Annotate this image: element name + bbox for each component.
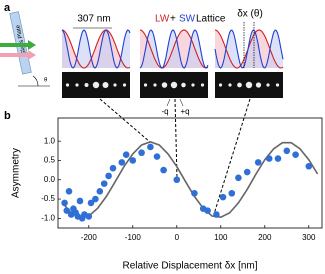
y-tick-label: -0.5 bbox=[41, 194, 55, 203]
arrow bbox=[28, 40, 36, 50]
pointer bbox=[179, 98, 184, 107]
data-point bbox=[173, 176, 181, 184]
diffraction-spot bbox=[161, 82, 168, 88]
x-tick-label: -100 bbox=[125, 233, 142, 242]
data-point bbox=[85, 213, 93, 220]
lw-wave bbox=[139, 29, 209, 69]
data-point bbox=[219, 193, 227, 201]
connector bbox=[213, 98, 251, 215]
diffraction-spot bbox=[228, 83, 232, 87]
sw-wave bbox=[61, 29, 131, 69]
diffraction-spot bbox=[122, 83, 127, 87]
data-point bbox=[109, 164, 117, 172]
angle-mark bbox=[18, 75, 50, 87]
angle-label: θ bbox=[44, 78, 48, 84]
y-tick-label: 0.5 bbox=[44, 156, 56, 165]
sw-fill bbox=[215, 30, 283, 68]
diffraction-spot bbox=[218, 83, 223, 87]
lw-wave bbox=[61, 29, 131, 69]
x-axis-label: Relative Displacement δx [nm] bbox=[122, 261, 257, 272]
diffraction-spot bbox=[153, 83, 157, 87]
lattice-sw: SW bbox=[179, 14, 196, 25]
sw-fill bbox=[140, 30, 208, 68]
data-point bbox=[138, 149, 145, 157]
data-point bbox=[122, 151, 130, 158]
data-point bbox=[118, 159, 126, 166]
data-point bbox=[76, 197, 84, 205]
data-point bbox=[204, 207, 211, 214]
data-point bbox=[191, 189, 198, 197]
pointer bbox=[166, 98, 171, 107]
lattice-lw: LW bbox=[155, 14, 170, 25]
diffraction-spot bbox=[92, 81, 100, 89]
data-point bbox=[87, 199, 95, 207]
data-point bbox=[160, 166, 167, 174]
data-point bbox=[63, 207, 71, 214]
data-point bbox=[292, 151, 299, 158]
diffraction-spot bbox=[200, 83, 205, 87]
y-tick-label: -1.0 bbox=[41, 213, 55, 222]
data-point bbox=[153, 153, 161, 160]
x-tick-label: 200 bbox=[258, 233, 272, 242]
x-tick-label: 100 bbox=[214, 233, 228, 242]
connector bbox=[174, 98, 178, 179]
diffraction-spot bbox=[255, 82, 262, 88]
data-point bbox=[147, 143, 154, 151]
data-point bbox=[283, 147, 291, 155]
arrow bbox=[28, 50, 36, 60]
data-point bbox=[100, 180, 108, 187]
diffraction-spot bbox=[245, 81, 253, 89]
data-point bbox=[96, 188, 104, 195]
diffraction-spot bbox=[266, 83, 270, 87]
x-tick-label: -200 bbox=[81, 233, 98, 242]
y-tick-label: 1.0 bbox=[44, 136, 56, 145]
diffraction-spot bbox=[75, 83, 79, 87]
data-point bbox=[65, 188, 73, 195]
connector bbox=[99, 98, 151, 143]
period-label: 307 nm bbox=[77, 14, 110, 25]
diffraction-spot bbox=[237, 82, 242, 88]
data-point bbox=[213, 211, 220, 218]
data-point bbox=[129, 157, 137, 164]
diffraction-spot bbox=[170, 81, 178, 89]
y-tick-label: 0.0 bbox=[44, 175, 56, 184]
diffraction-spot bbox=[65, 83, 70, 87]
data-point bbox=[235, 174, 242, 182]
diffraction-spot bbox=[113, 83, 117, 87]
sw-wave bbox=[139, 29, 209, 69]
lattice-panels bbox=[61, 22, 284, 98]
diffraction-spot bbox=[191, 83, 195, 87]
diffraction-spot bbox=[143, 83, 148, 87]
data-point bbox=[228, 189, 236, 197]
data-point bbox=[243, 168, 251, 176]
data-point bbox=[265, 155, 273, 162]
x-tick-label: 0 bbox=[175, 233, 180, 242]
data-point bbox=[92, 195, 99, 203]
diffraction-spot bbox=[102, 82, 109, 88]
data-point bbox=[274, 155, 282, 162]
glass-plate: Glass Plate θ bbox=[0, 11, 50, 87]
plot-frame bbox=[57, 117, 323, 229]
panel-label: b bbox=[4, 110, 11, 122]
lattice-plus: + bbox=[170, 14, 176, 25]
diffraction-spot bbox=[84, 83, 89, 87]
fit-curve bbox=[61, 141, 319, 219]
data-point bbox=[305, 162, 313, 170]
x-tick-label: 300 bbox=[302, 233, 316, 242]
diffraction-spot bbox=[275, 83, 280, 87]
data-point bbox=[254, 159, 262, 166]
y-axis-label: Asymmetry bbox=[11, 148, 22, 198]
order-label: +q bbox=[180, 107, 189, 116]
order-label: -q bbox=[161, 107, 168, 116]
shift-mark bbox=[243, 22, 255, 68]
shift-label: δx (θ) bbox=[237, 9, 263, 20]
data-point bbox=[61, 199, 68, 207]
lattice-rest: Lattice bbox=[196, 14, 226, 25]
diffraction-spot bbox=[181, 82, 186, 88]
panel-label: a bbox=[4, 2, 11, 14]
data-point bbox=[105, 172, 112, 180]
sw-wave bbox=[214, 29, 284, 69]
